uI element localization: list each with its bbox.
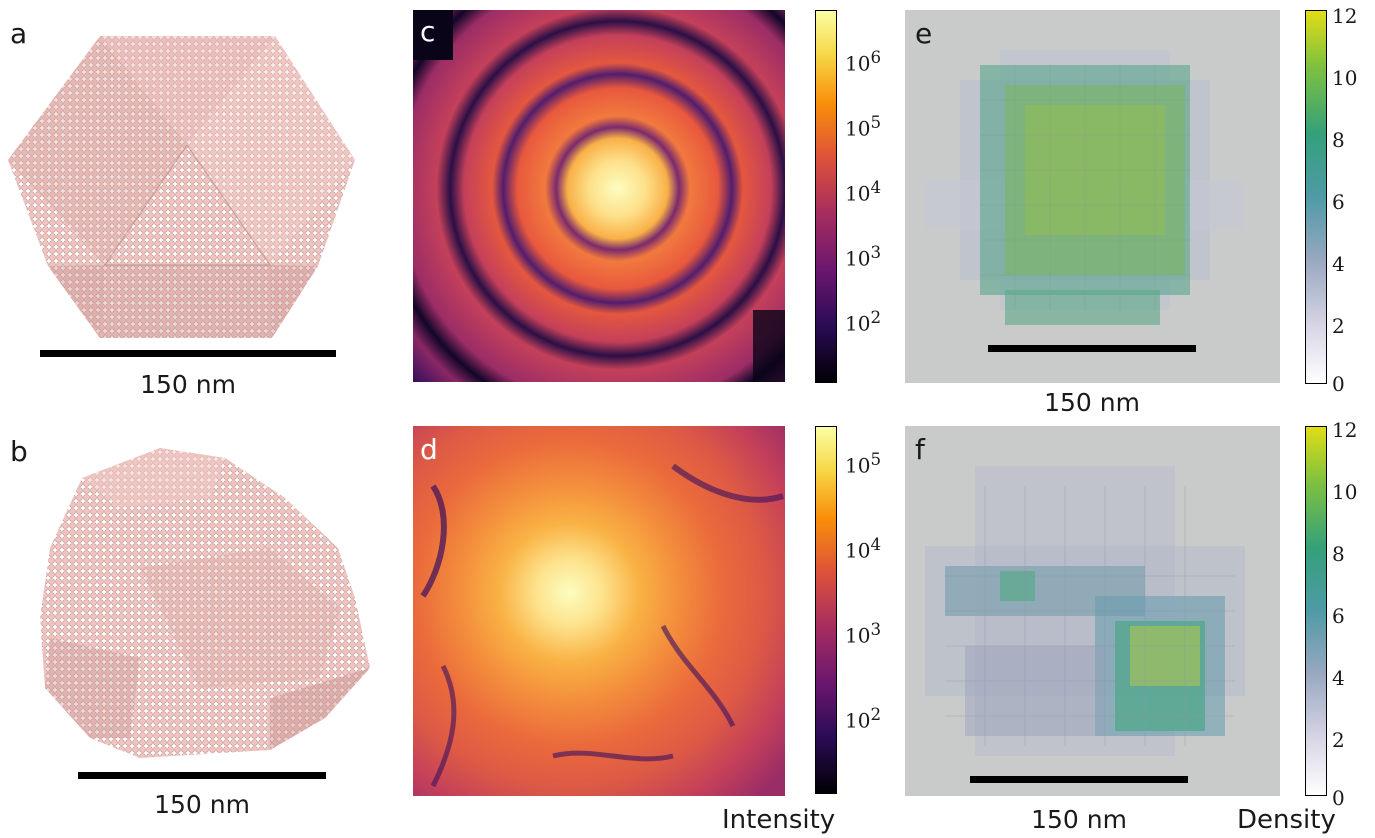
colorbar-density-e [1305,10,1327,384]
scalebar-e [988,345,1196,352]
scalebar-a [40,350,336,357]
tick-f-10: 10 [1332,480,1358,504]
tick-f-0: 0 [1332,786,1345,810]
tick-d-1e3: 103 [845,620,882,648]
colorbar-intensity-d [815,426,837,794]
tick-c-1e3: 103 [845,243,882,271]
scalebar-label-f: 150 nm [1031,805,1127,834]
voxel-render-f [925,466,1245,756]
scalebar-f [970,776,1188,783]
tick-f-2: 2 [1332,728,1345,752]
scalebar-b [78,772,326,779]
density-reconstruction-f [905,426,1280,796]
panel-letter-d: d [420,433,438,466]
scalebar-label-b: 150 nm [154,790,250,819]
scalebar-label-a: 150 nm [140,370,236,399]
panel-letter-b: b [10,435,28,468]
panel-letter-c: c [420,15,436,48]
density-label: Density [1237,805,1336,835]
tick-f-12: 12 [1332,418,1358,442]
tick-e-6: 6 [1332,190,1345,214]
diffraction-pattern-c [413,10,785,382]
tick-e-12: 12 [1332,4,1358,28]
tick-f-4: 4 [1332,666,1345,690]
colorbar-density-f [1305,426,1327,796]
density-reconstruction-e [905,10,1280,383]
tick-e-2: 2 [1332,314,1345,338]
panel-letter-f: f [915,433,925,466]
intensity-label: Intensity [722,805,836,835]
diffraction-pattern-d [413,426,785,796]
tick-d-1e2: 102 [845,705,882,733]
disordered-nanoparticle [40,448,370,758]
tick-e-0: 0 [1332,372,1345,396]
panel-letter-a: a [10,17,28,50]
tick-d-1e5: 105 [845,450,882,478]
tick-e-4: 4 [1332,252,1345,276]
tick-c-1e5: 105 [845,113,882,141]
tick-f-6: 6 [1332,604,1345,628]
tick-d-1e4: 104 [845,535,882,563]
tick-e-10: 10 [1332,66,1358,90]
icosahedral-nanoparticle [8,36,355,338]
tick-c-1e2: 102 [845,308,882,336]
colorbar-intensity-c [815,10,837,383]
tick-c-1e4: 104 [845,178,882,206]
tick-f-8: 8 [1332,542,1345,566]
tick-c-1e6: 106 [845,48,882,76]
panel-letter-e: e [915,17,933,50]
tick-e-8: 8 [1332,128,1345,152]
voxel-render-e [925,50,1245,325]
scalebar-label-e: 150 nm [1044,388,1140,417]
